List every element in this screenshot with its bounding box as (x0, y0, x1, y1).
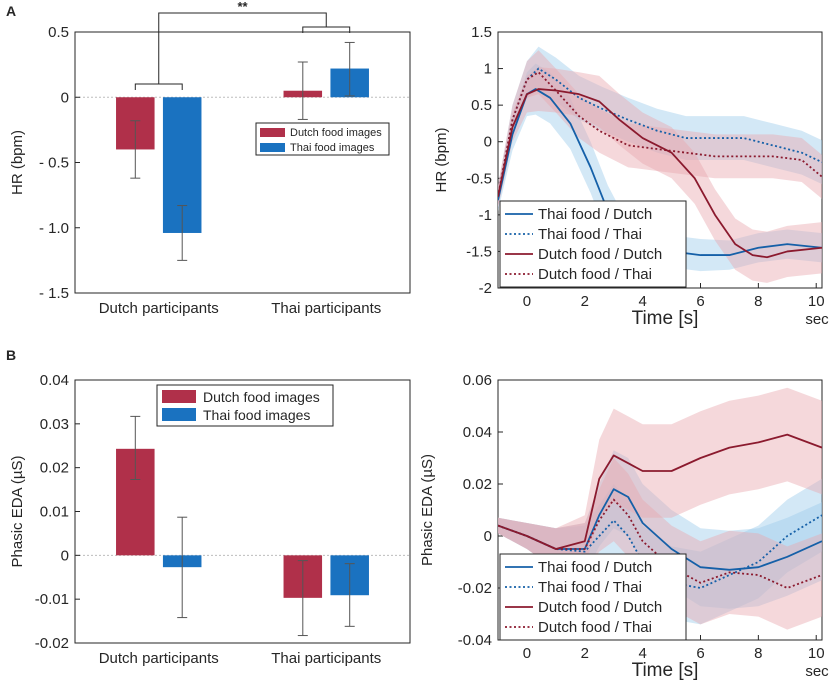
legend-label-dutch-dutch: Dutch food / Dutch (538, 599, 662, 616)
y-tick-label: 1 (484, 61, 492, 78)
y-tick-label: 0 (61, 89, 69, 106)
y-tick-label: 0.02 (463, 476, 492, 493)
y-tick-label: -2 (479, 280, 492, 297)
x-axis-label: Time [s] (632, 308, 699, 329)
y-tick-label: 0.02 (40, 460, 69, 477)
x-tick-label: 10 (808, 645, 825, 662)
legend: Thai food / Dutch Thai food / Thai Dutch… (499, 200, 687, 288)
hr-bar-chart: HR (bpm) ** 0.5 0 - 0.5 - 1.0 - 1.5 Dutch par… (9, 0, 411, 317)
line-thai-food-dutch (498, 488, 822, 571)
legend-label-thai: Thai food images (203, 407, 310, 423)
legend-swatch-thai (260, 143, 285, 152)
y-tick-label: -1.5 (466, 243, 492, 260)
legend-label-thai: Thai food images (290, 142, 375, 154)
y-tick-label: 0.5 (48, 24, 69, 41)
y-tick-label: 0 (61, 547, 69, 564)
y-tick-label: 0.04 (463, 424, 492, 441)
x-tick-label: Thai participants (271, 300, 381, 317)
legend-label-dutch: Dutch food images (290, 127, 382, 139)
band-thai-food-thai (498, 46, 822, 208)
panel-label-b: B (6, 347, 16, 363)
legend-label-thai-dutch: Thai food / Dutch (538, 559, 652, 576)
x-axis-label: Time [s] (632, 660, 699, 681)
x-tick-label: Thai participants (271, 650, 381, 667)
legend: Dutch food images Thai food images (255, 122, 390, 156)
legend-swatch-dutch (162, 390, 196, 403)
legend-label-dutch-thai: Dutch food / Thai (538, 619, 652, 636)
x-tick-label: 0 (523, 293, 531, 310)
x-unit-label: sec (805, 663, 829, 680)
legend-label-dutch-thai: Dutch food / Thai (538, 266, 652, 283)
x-tick-label: 10 (808, 293, 825, 310)
legend-label-dutch: Dutch food images (203, 389, 320, 405)
y-tick-label: 0.03 (40, 416, 69, 433)
y-axis-label: HR (bpm) (433, 127, 450, 192)
x-tick-label: 8 (754, 293, 762, 310)
significance-marker: ** (237, 0, 248, 14)
legend-label-thai-thai: Thai food / Thai (538, 226, 642, 243)
x-tick-label: 4 (638, 293, 646, 310)
x-tick-label: 2 (581, 645, 589, 662)
line-dutch-food-thai (498, 498, 822, 589)
x-tick-label: 4 (638, 645, 646, 662)
y-tick-label: -0.02 (458, 580, 492, 597)
legend-box (499, 553, 687, 641)
y-tick-label: 0.5 (471, 97, 492, 114)
legend-swatch-dutch (260, 128, 285, 137)
line-dutch-food-dutch (498, 433, 822, 550)
x-tick-label: 6 (696, 293, 704, 310)
y-tick-label: -0.02 (35, 635, 69, 652)
x-unit-label: sec (805, 311, 829, 328)
y-tick-label: -0.04 (458, 632, 492, 649)
x-tick-label: Dutch participants (99, 650, 219, 667)
x-tick-label: Dutch participants (99, 300, 219, 317)
band-dutch-food-thai (498, 458, 822, 630)
legend-swatch-thai (162, 408, 196, 421)
legend-label-thai-thai: Thai food / Thai (538, 579, 642, 596)
y-tick-label: 0.01 (40, 504, 69, 521)
y-tick-label: 1.5 (471, 24, 492, 41)
line-dutch-food-dutch (498, 88, 822, 259)
y-axis-label: Phasic EDA (µS) (419, 454, 436, 566)
x-tick-label: 0 (523, 645, 531, 662)
bracket-between-groups (158, 12, 327, 84)
y-tick-label: 0 (484, 528, 492, 545)
y-tick-label: - 1.5 (39, 285, 69, 302)
y-tick-label: 0 (484, 134, 492, 151)
band-dutch-food-dutch (498, 387, 822, 570)
y-tick-label: - 1.0 (39, 220, 69, 237)
hr-line-chart: HR (bpm) Time [s] sec 1.5 1 0.5 0 -0.5 -1 -1.5… (433, 24, 829, 329)
legend: Dutch food images Thai food images (156, 384, 334, 427)
band-thai-food-thai (498, 478, 822, 625)
legend-label-thai-dutch: Thai food / Dutch (538, 206, 652, 223)
x-tick-label: 8 (754, 645, 762, 662)
y-axis-label: HR (bpm) (9, 130, 26, 195)
plot-area (498, 46, 822, 283)
band-dutch-food-dutch (498, 67, 822, 283)
eda-bar-chart: Phasic EDA (µS) 0.04 0.03 0.02 0.01 0 -0.01 -0… (9, 372, 411, 667)
y-tick-label: - 0.5 (39, 155, 69, 172)
y-tick-label: -0.01 (35, 591, 69, 608)
y-tick-label: -1 (479, 207, 492, 224)
legend-box (499, 200, 687, 288)
legend: Thai food / Dutch Thai food / Thai Dutch… (499, 553, 687, 641)
legend-label-dutch-dutch: Dutch food / Dutch (538, 246, 662, 263)
line-thai-food-thai (498, 67, 822, 197)
y-tick-label: -0.5 (466, 170, 492, 187)
y-tick-label: 0.06 (463, 372, 492, 389)
band-dutch-food-thai (498, 50, 822, 208)
y-axis-label: Phasic EDA (µS) (9, 455, 26, 567)
x-tick-label: 2 (581, 293, 589, 310)
line-dutch-food-thai (498, 71, 822, 197)
y-tick-label: 0.04 (40, 372, 69, 389)
x-tick-label: 6 (696, 645, 704, 662)
panel-label-a: A (6, 3, 16, 19)
eda-line-chart: Phasic EDA (µS) Time [s] sec 0.06 0.04 0.0… (419, 372, 829, 681)
